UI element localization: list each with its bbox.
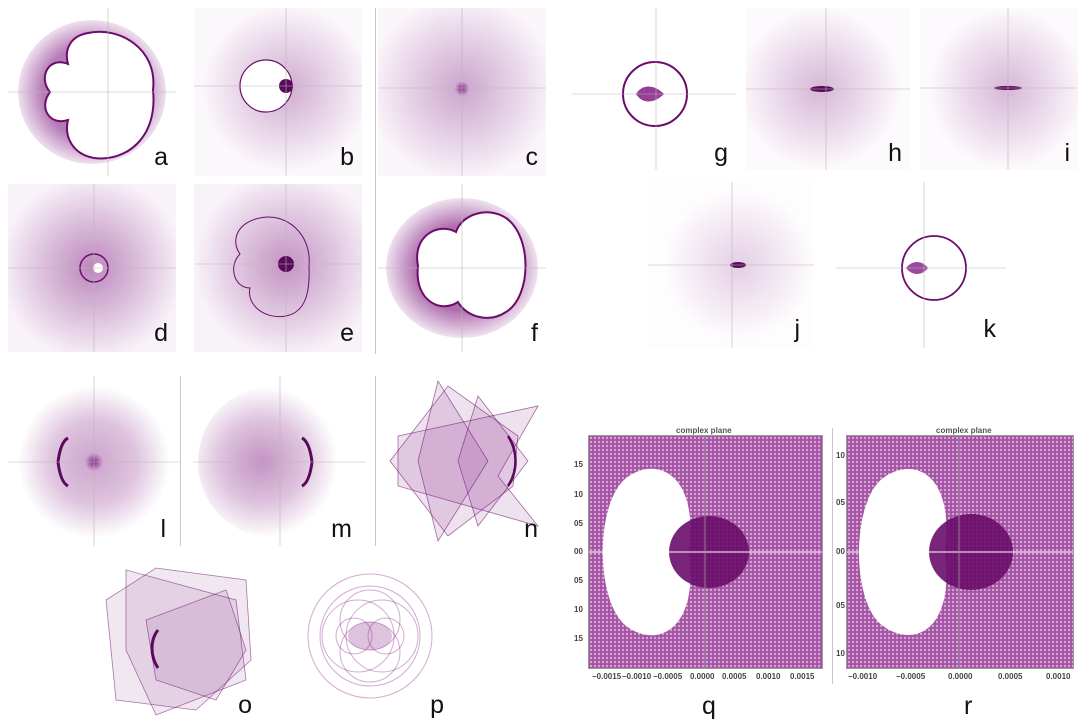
starburst-figure [648, 182, 814, 348]
panel-k: k [836, 182, 1006, 348]
panel-f: f [378, 184, 546, 352]
starburst-figure [8, 184, 176, 352]
circles-figure [307, 573, 433, 699]
divider [375, 376, 376, 546]
plot-q-title: complex plane [676, 426, 732, 435]
y-tick-label: 10 [574, 490, 583, 499]
cardioid-figure [378, 184, 546, 352]
panel-g: g [572, 8, 736, 170]
panel-e: e [194, 184, 362, 352]
panel-label: c [525, 143, 539, 171]
y-tick-label: 05 [836, 601, 845, 610]
x-tick-label: −0.0010 [622, 672, 652, 681]
starburst-figure [194, 8, 362, 176]
x-tick-label: 0.0010 [1046, 672, 1071, 681]
panel-p: p [288, 560, 452, 722]
x-tick-label: 0.0005 [722, 672, 747, 681]
y-tick-label: 00 [574, 547, 583, 556]
y-tick-label: 05 [574, 576, 583, 585]
panel-label: n [524, 515, 538, 543]
starburst-figure [378, 8, 546, 176]
panel-label: f [531, 319, 538, 347]
ring-figure [8, 376, 180, 546]
panel-label: e [340, 319, 354, 347]
x-tick-label: −0.0015 [592, 672, 622, 681]
panel-label: i [1064, 139, 1070, 167]
starburst-figure [194, 184, 362, 352]
panel-label: h [888, 139, 902, 167]
panel-label: a [154, 143, 168, 171]
plot-r-frame [846, 435, 1074, 669]
panel-label: k [983, 315, 997, 343]
starburst-figure [746, 8, 910, 170]
x-tick-label: 0.0000 [690, 672, 715, 681]
y-tick-label: 00 [836, 547, 845, 556]
panel-label: o [238, 691, 252, 719]
panel-d: d [8, 184, 176, 352]
y-tick-label: 10 [574, 605, 583, 614]
x-tick-label: 0.0015 [790, 672, 815, 681]
panel-a: a [8, 8, 176, 176]
plot-r-title: complex plane [936, 426, 992, 435]
plot-q-frame [588, 435, 823, 669]
panel-m: m [194, 376, 366, 546]
y-tick-label: 15 [574, 460, 583, 469]
panel-j: j [648, 182, 814, 348]
panel-label: j [794, 315, 800, 343]
panel-label: g [714, 139, 728, 167]
x-tick-label: −0.0005 [653, 672, 683, 681]
panel-b: b [194, 8, 362, 176]
panel-label: l [160, 515, 166, 543]
cardioid-figure [589, 436, 822, 668]
cardioid-figure [572, 8, 736, 170]
cardioid-figure [836, 182, 1006, 348]
cardioid-figure [847, 436, 1073, 668]
panel-label: p [430, 691, 444, 719]
panel-label: d [154, 319, 168, 347]
y-tick-label: 15 [574, 634, 583, 643]
divider [375, 8, 376, 354]
panel-label: r [964, 692, 973, 720]
starburst-figure [920, 8, 1078, 170]
divider [832, 428, 833, 684]
ring-figure [194, 376, 366, 546]
x-tick-label: −0.0010 [848, 672, 878, 681]
y-tick-label: 05 [574, 519, 583, 528]
divider [180, 376, 181, 546]
x-tick-label: −0.0005 [896, 672, 926, 681]
y-tick-label: 10 [836, 451, 845, 460]
panel-label: q [702, 692, 716, 720]
star-polygon-figure [389, 379, 540, 543]
x-tick-label: 0.0010 [756, 672, 781, 681]
panel-label: m [331, 515, 352, 543]
y-tick-label: 05 [836, 498, 845, 507]
panel-label: b [340, 143, 354, 171]
panel-o: o [96, 560, 260, 722]
cardioid-figure [8, 8, 176, 176]
y-tick-label: 10 [836, 649, 845, 658]
polygon-figure [105, 567, 252, 716]
panel-n: n [378, 376, 548, 546]
panel-h: h [746, 8, 910, 170]
panel-l: l [8, 376, 180, 546]
x-tick-label: 0.0000 [948, 672, 973, 681]
panel-c: c [378, 8, 546, 176]
x-tick-label: 0.0005 [998, 672, 1023, 681]
panel-i: i [920, 8, 1078, 170]
